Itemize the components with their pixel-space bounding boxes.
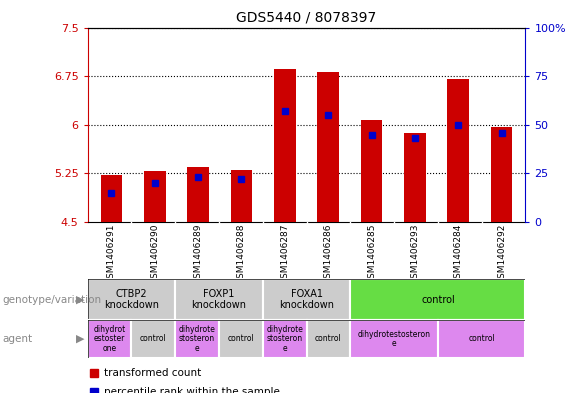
Text: agent: agent	[3, 334, 33, 344]
Bar	[88, 320, 131, 358]
Bar	[318, 72, 339, 222]
Text: dihydrote
stosteron
e: dihydrote stosteron e	[266, 325, 303, 353]
Bar	[274, 69, 295, 222]
Bar	[144, 171, 166, 222]
Bar	[307, 320, 350, 358]
Text: dihydrote
stosteron
e: dihydrote stosteron e	[179, 325, 215, 353]
Bar	[187, 167, 209, 222]
Text: percentile rank within the sample: percentile rank within the sample	[105, 387, 280, 393]
Bar	[175, 320, 219, 358]
Bar	[404, 132, 426, 222]
Bar	[491, 127, 512, 222]
Bar	[131, 320, 175, 358]
Text: control: control	[228, 334, 254, 343]
Text: control: control	[421, 295, 455, 305]
Bar	[350, 279, 525, 320]
Text: transformed count: transformed count	[105, 367, 202, 378]
Bar	[360, 119, 383, 222]
Bar	[263, 279, 350, 320]
Bar	[350, 320, 438, 358]
Bar	[447, 79, 469, 222]
Text: CTBP2
knockdown: CTBP2 knockdown	[104, 289, 159, 310]
Bar	[263, 320, 307, 358]
Bar	[219, 320, 263, 358]
Text: FOXP1
knockdown: FOXP1 knockdown	[192, 289, 246, 310]
Text: ▶: ▶	[76, 334, 85, 344]
Bar	[438, 320, 525, 358]
Text: FOXA1
knockdown: FOXA1 knockdown	[279, 289, 334, 310]
Text: control: control	[468, 334, 495, 343]
Bar	[101, 175, 122, 222]
Bar	[231, 170, 253, 222]
Title: GDS5440 / 8078397: GDS5440 / 8078397	[236, 11, 377, 25]
Text: dihydrot
estoster
one: dihydrot estoster one	[93, 325, 125, 353]
Bar	[88, 279, 175, 320]
Text: control: control	[315, 334, 342, 343]
Bar	[175, 279, 263, 320]
Text: ▶: ▶	[76, 295, 85, 305]
Text: dihydrotestosteron
e: dihydrotestosteron e	[358, 330, 431, 348]
Text: genotype/variation: genotype/variation	[3, 295, 102, 305]
Text: control: control	[140, 334, 167, 343]
